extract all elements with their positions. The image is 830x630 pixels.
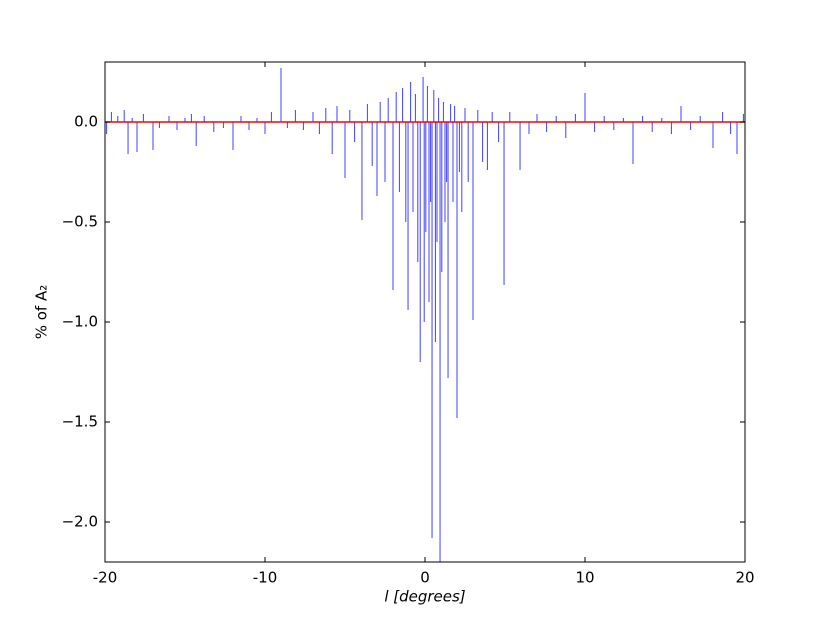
y-tick-label: −1.5	[62, 413, 98, 431]
x-tick-label: 10	[575, 569, 594, 587]
y-tick-label: 0.0	[74, 113, 98, 131]
x-tick-label: -10	[253, 569, 278, 587]
x-axis-label: l [degrees]	[384, 588, 465, 606]
y-axis-label: % of A₂	[33, 285, 51, 340]
y-tick-label: −0.5	[62, 213, 98, 231]
plot-frame	[104, 61, 746, 563]
x-tick-label: -20	[93, 569, 118, 587]
x-tick-label: 20	[735, 569, 754, 587]
x-tick-label: 0	[420, 569, 430, 587]
y-tick-label: −1.0	[62, 313, 98, 331]
y-tick-label: −2.0	[62, 513, 98, 531]
